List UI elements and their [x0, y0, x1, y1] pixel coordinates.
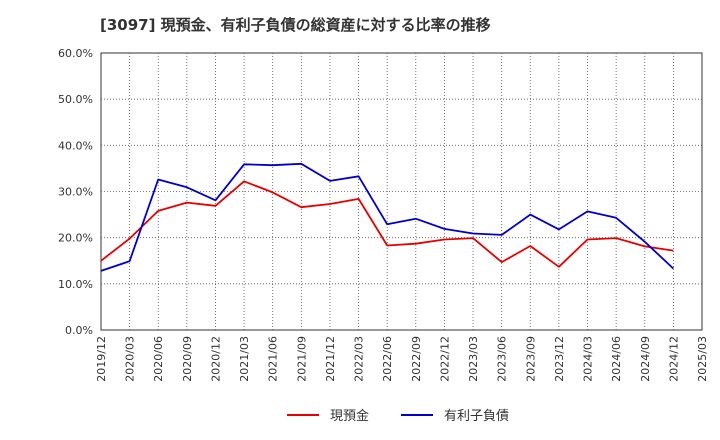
series-lines	[100, 162, 675, 272]
x-tick-label: 2020/09	[181, 336, 194, 382]
x-tick-label: 2021/09	[295, 336, 308, 382]
chart-title: [3097] 現預金、有利子負債の総資産に対する比率の推移	[100, 16, 491, 34]
grid-lines	[101, 53, 702, 330]
y-tick-label: 10.0%	[58, 278, 93, 291]
y-tick-label: 0.0%	[65, 324, 93, 337]
x-tick-label: 2022/12	[438, 336, 451, 382]
axes: 0.0% 10.0% 20.0% 30.0% 40.0% 50.0% 60.0% 2019/1…	[58, 47, 709, 382]
x-tick-label: 2023/12	[553, 336, 566, 382]
legend: 現預金 有利子負債	[287, 408, 509, 424]
legend-label: 有利子負債	[444, 409, 509, 424]
x-tick-label: 2021/06	[267, 336, 280, 382]
x-tick-label: 2024/06	[610, 336, 623, 382]
series-line	[100, 180, 674, 268]
series-line	[100, 162, 675, 272]
x-tick-label: 2019/12	[95, 336, 108, 382]
x-tick-label: 2022/06	[381, 336, 394, 382]
x-tick-label: 2020/12	[209, 336, 222, 382]
x-tick-label: 2024/09	[639, 336, 652, 382]
y-tick-label: 20.0%	[58, 232, 93, 245]
x-tick-label: 2024/12	[667, 336, 680, 382]
x-tick-label: 2024/03	[582, 336, 595, 382]
legend-label: 現預金	[330, 408, 369, 424]
y-tick-label: 30.0%	[58, 186, 93, 199]
x-tick-label: 2020/06	[152, 336, 165, 382]
x-tick-label: 2025/03	[696, 336, 709, 382]
x-tick-label: 2023/09	[524, 336, 537, 382]
y-tick-label: 40.0%	[58, 139, 93, 152]
x-tick-label: 2022/09	[410, 336, 423, 382]
x-tick-label: 2020/03	[124, 336, 137, 382]
x-tick-label: 2023/03	[467, 336, 480, 382]
y-tick-label: 50.0%	[58, 93, 93, 106]
x-tick-label: 2022/03	[353, 336, 366, 382]
x-tick-label: 2021/03	[238, 336, 251, 382]
y-tick-label: 60.0%	[58, 47, 93, 60]
x-tick-label: 2021/12	[324, 336, 337, 382]
x-tick-label: 2023/06	[496, 336, 509, 382]
